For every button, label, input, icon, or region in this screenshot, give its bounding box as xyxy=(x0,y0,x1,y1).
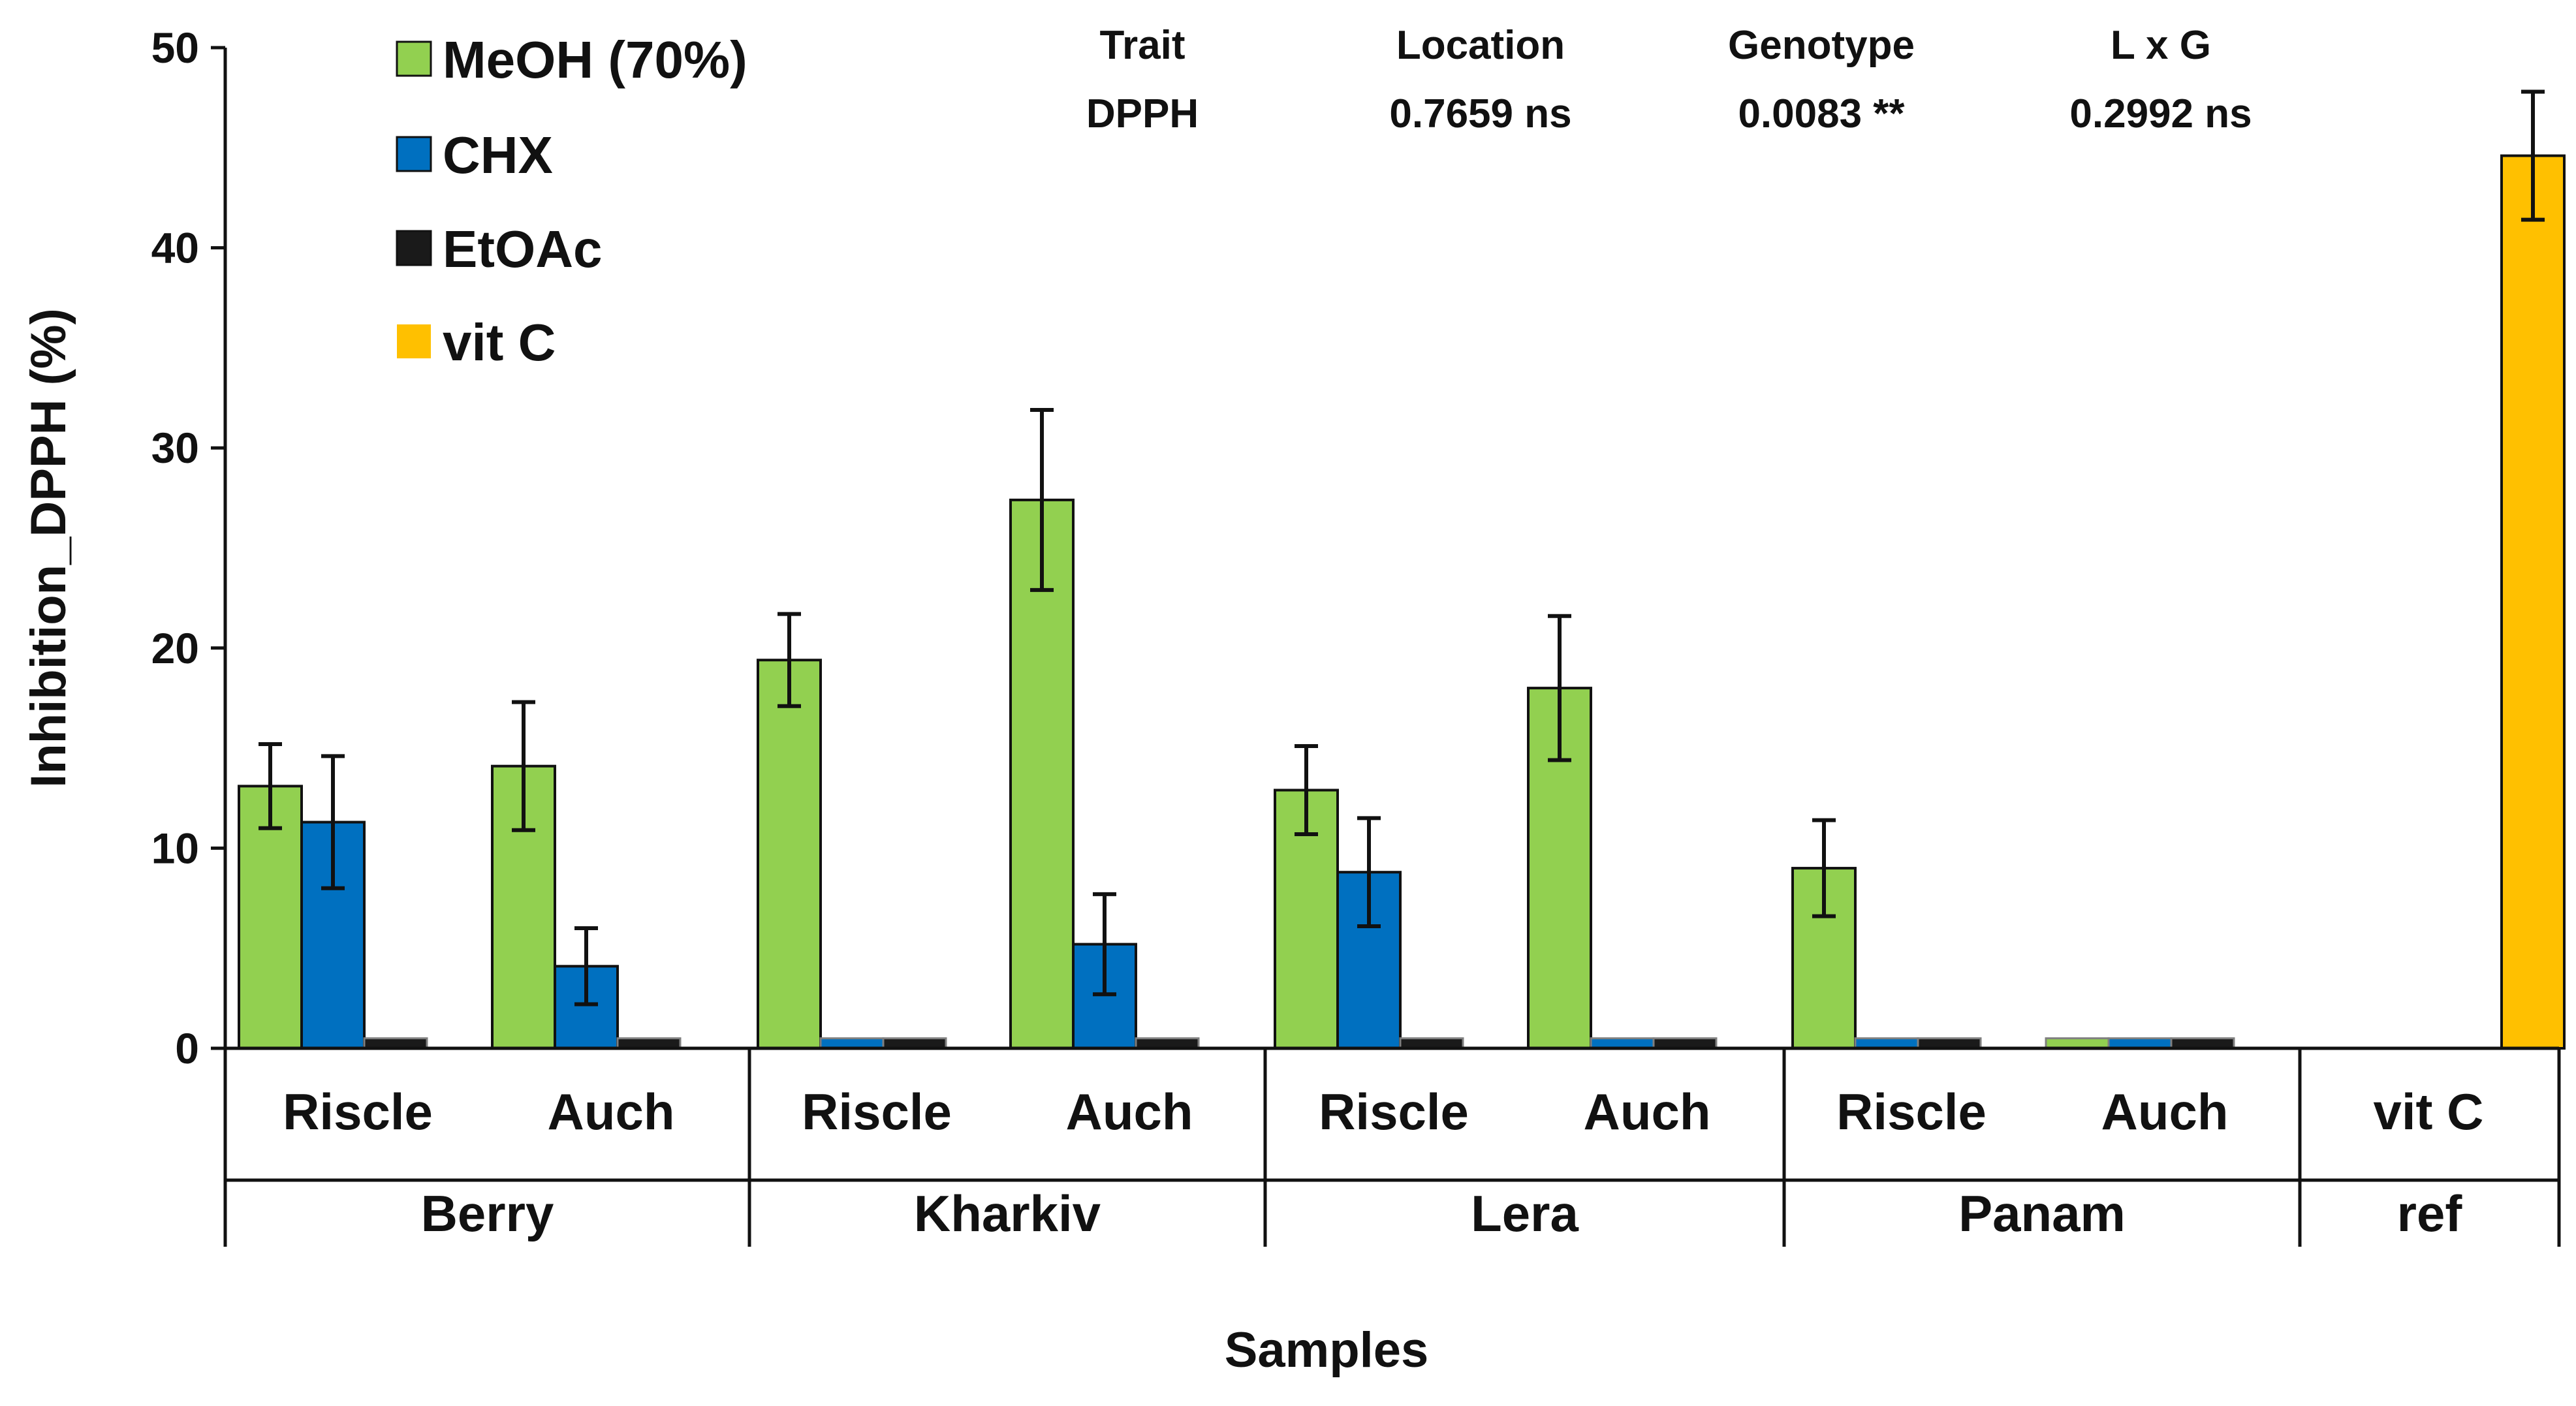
x-subcategory-label: Auch xyxy=(2101,1083,2229,1140)
x-axis-title: Samples xyxy=(1225,1322,1429,1378)
legend: MeOH (70%) CHX EtOAc vit C xyxy=(396,31,747,371)
x-subcategory-label: Riscle xyxy=(283,1083,433,1140)
stats-value: 0.7659 ns xyxy=(1389,91,1571,136)
legend-label: CHX xyxy=(443,126,553,184)
y-axis-title: Inhibition_DPPH (%) xyxy=(21,308,76,788)
legend-swatch xyxy=(397,324,431,358)
x-group-label: Kharkiv xyxy=(914,1185,1101,1242)
bar-vit-c xyxy=(2500,154,2566,1050)
x-group-label: Lera xyxy=(1471,1185,1579,1242)
y-axis: 0 10 20 30 40 50 xyxy=(151,23,227,1072)
stats-value: DPPH xyxy=(1086,91,1199,136)
legend-label: EtOAc xyxy=(443,220,603,278)
legend-label: vit C xyxy=(443,313,556,371)
legend-swatch xyxy=(396,40,432,77)
x-group-label: Berry xyxy=(421,1185,554,1242)
stats-header: L x G xyxy=(2111,23,2211,68)
x-group-label: Panam xyxy=(1958,1185,2126,1242)
legend-swatch xyxy=(396,230,432,266)
legend-swatch xyxy=(396,136,432,172)
x-subcategory-label: Riscle xyxy=(1319,1083,1469,1140)
stats-header: Location xyxy=(1396,23,1565,68)
x-group-label: ref xyxy=(2397,1185,2463,1242)
y-tick-label: 0 xyxy=(175,1024,199,1072)
y-tick-label: 30 xyxy=(151,424,199,472)
stats-header: Trait xyxy=(1100,23,1186,68)
y-tick-label: 20 xyxy=(151,624,199,672)
x-subcategory-label: Riscle xyxy=(802,1083,952,1140)
y-tick-label: 40 xyxy=(151,224,199,272)
legend-label: MeOH (70%) xyxy=(443,31,747,89)
x-subcategory-label: Auch xyxy=(1066,1083,1193,1140)
y-tick-label: 10 xyxy=(151,824,199,872)
x-subcategory-label: Riscle xyxy=(1836,1083,1987,1140)
x-subcategory-label: Auch xyxy=(1584,1083,1711,1140)
stats-annotation: Trait Location Genotype L x G DPPH 0.7659 ns 0… xyxy=(1086,23,2252,136)
x-subcategory-label: Auch xyxy=(548,1083,675,1140)
bars-layer xyxy=(238,89,2566,1050)
bar-meoh-70- xyxy=(757,659,822,1050)
x-subcategory-label: vit C xyxy=(2373,1083,2483,1140)
stats-value: 0.2992 ns xyxy=(2069,91,2252,136)
stats-header: Genotype xyxy=(1728,23,1915,68)
stats-value: 0.0083 ** xyxy=(1738,91,1905,136)
y-tick-label: 50 xyxy=(151,23,199,72)
x-axis: Riscle Auch Berry Riscle Auch Kharkiv Riscle Au… xyxy=(223,1046,2561,1247)
